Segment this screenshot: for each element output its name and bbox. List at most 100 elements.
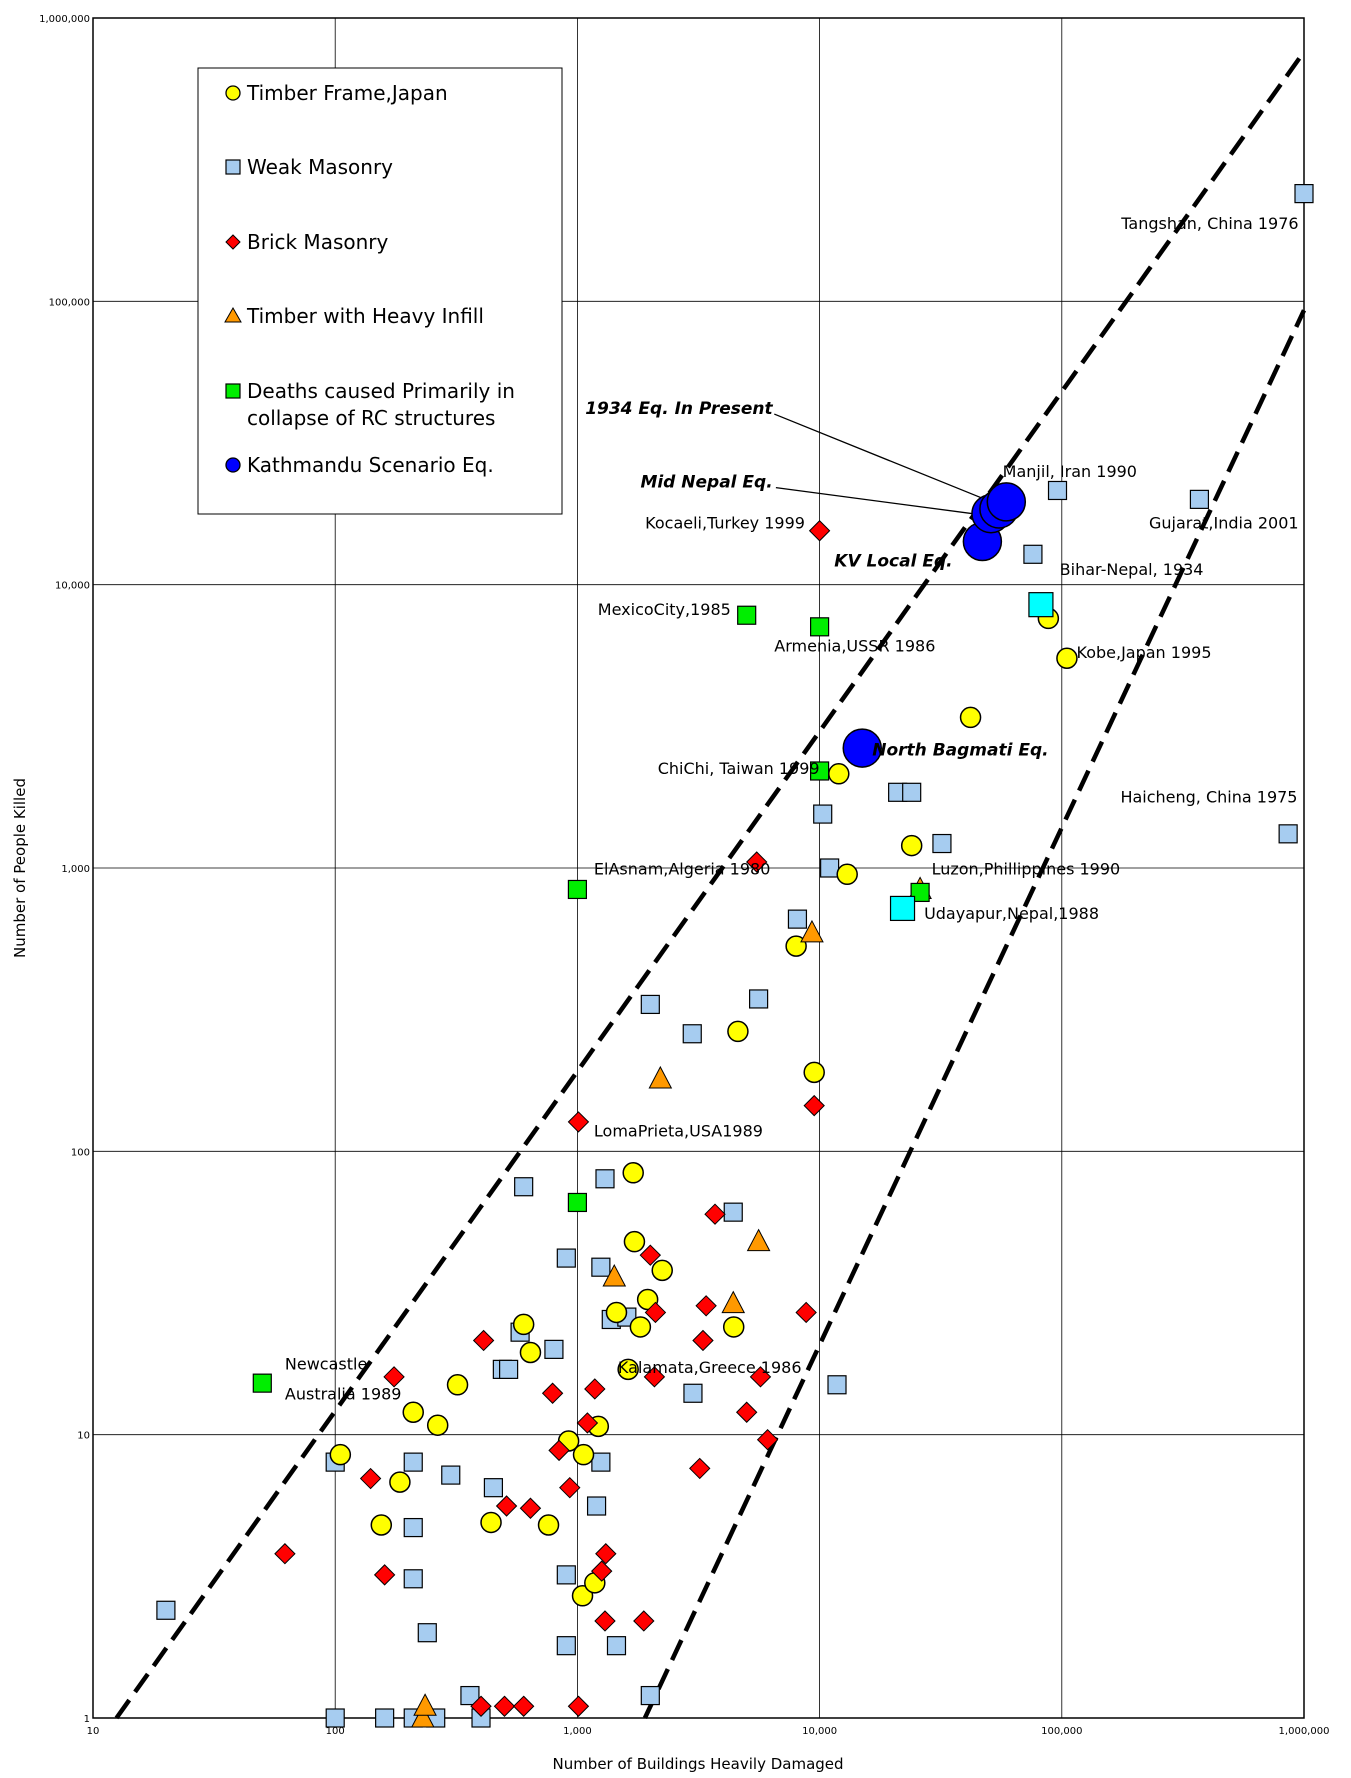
data-point <box>735 1401 758 1423</box>
data-point <box>541 1382 564 1404</box>
data-point <box>572 1443 595 1466</box>
legend-label: Timber with Heavy Infill <box>246 304 484 328</box>
data-point <box>472 1329 495 1352</box>
bound-line <box>642 309 1307 1719</box>
data-point <box>1278 824 1298 844</box>
data-point <box>403 1517 423 1538</box>
data-point <box>959 706 982 729</box>
series-group <box>410 876 932 1728</box>
legend-label: Timber Frame,Japan <box>246 81 448 105</box>
data-point <box>828 763 850 785</box>
data-point <box>795 1301 817 1324</box>
data-point <box>606 1636 627 1656</box>
annotation-label: Luzon,Phillippines 1990 <box>932 859 1121 878</box>
y-tick-label: 100,000 <box>49 297 90 308</box>
series-group <box>842 482 1027 768</box>
annotation-label: ChiChi, Taiwan 1999 <box>658 759 820 778</box>
data-point <box>426 1414 449 1436</box>
data-point <box>808 520 831 542</box>
data-point <box>683 1383 703 1403</box>
data-point <box>252 1373 272 1393</box>
data-point <box>495 1495 518 1517</box>
data-point <box>889 895 916 922</box>
data-point <box>537 1514 560 1536</box>
annotation-label: Mid Nepal Eq. <box>640 473 772 493</box>
legend-label: Brick Masonry <box>247 230 389 254</box>
series-group <box>889 592 1054 922</box>
annotation-label: KV Local Eq. <box>834 551 952 571</box>
data-point <box>910 882 930 903</box>
legend-marker <box>224 306 242 323</box>
data-point <box>383 1366 405 1388</box>
data-point <box>567 879 588 900</box>
data-point <box>836 863 858 886</box>
data-point <box>403 1452 423 1472</box>
data-point <box>556 1636 576 1656</box>
data-point <box>842 728 882 768</box>
data-point <box>567 1695 590 1717</box>
legend-marker <box>225 457 241 473</box>
legend-marker <box>225 85 241 101</box>
legend-box <box>197 67 563 515</box>
data-point <box>410 1704 435 1728</box>
annotation-label: Newcastle <box>285 1354 367 1373</box>
y-tick-label: 1,000,000 <box>39 14 90 25</box>
data-point <box>499 1359 519 1379</box>
data-point <box>595 1543 617 1565</box>
data-point <box>544 1339 564 1359</box>
data-point <box>623 1230 646 1253</box>
data-point <box>548 1439 570 1462</box>
data-point <box>595 1169 615 1189</box>
data-point <box>756 1428 779 1451</box>
legend: Timber Frame,Japan Weak Masonry Brick Maso… <box>197 67 563 515</box>
data-point <box>329 1443 352 1466</box>
x-tick-label: 100,000 <box>1041 1726 1082 1737</box>
data-point <box>602 1263 627 1287</box>
data-point <box>803 1061 825 1084</box>
data-point <box>586 1496 607 1516</box>
data-point <box>636 1288 659 1311</box>
data-point <box>567 1111 590 1133</box>
data-point <box>722 1316 745 1338</box>
data-point <box>787 909 808 929</box>
y-tick-label: 1,000 <box>61 864 90 875</box>
data-point <box>639 1244 662 1266</box>
data-point <box>986 482 1027 522</box>
data-point <box>689 1457 711 1480</box>
legend-label: collapse of RC structures <box>247 406 495 430</box>
y-tick-label: 10,000 <box>55 581 90 592</box>
data-point <box>640 1685 660 1706</box>
data-point <box>470 1695 492 1717</box>
data-point <box>512 1695 535 1717</box>
annotation-label: Tangshan, China 1976 <box>1120 214 1298 233</box>
data-point <box>749 1366 772 1388</box>
annotation-label: MexicoCity,1985 <box>598 600 731 619</box>
data-point <box>594 1610 616 1632</box>
annotation-label: Haicheng, China 1975 <box>1120 788 1297 807</box>
data-point <box>1294 184 1314 204</box>
data-point <box>375 1708 395 1728</box>
data-point <box>584 1378 606 1400</box>
data-point <box>692 1329 714 1352</box>
y-tick-label: 10 <box>77 1431 90 1442</box>
data-point <box>559 1476 581 1499</box>
x-tick-label: 100 <box>326 1726 345 1737</box>
data-point <box>1189 489 1210 509</box>
series-group <box>252 605 930 1393</box>
bound-lines <box>114 50 1307 1720</box>
annotation-label: North Bagmati Eq. <box>872 740 1048 760</box>
data-point <box>417 1623 437 1643</box>
data-point <box>156 1600 176 1620</box>
data-point <box>591 1560 613 1582</box>
data-point <box>900 834 923 857</box>
series-group <box>274 520 831 1717</box>
data-point <box>902 782 922 802</box>
y-tick-label: 100 <box>71 1147 90 1158</box>
data-point <box>721 1290 746 1314</box>
data-point <box>519 1341 542 1364</box>
annotation-label: LomaPrieta,USA1989 <box>594 1121 763 1140</box>
data-point <box>746 851 768 873</box>
data-point <box>633 1610 655 1632</box>
legend-marker <box>225 383 241 399</box>
data-point <box>643 1366 666 1388</box>
